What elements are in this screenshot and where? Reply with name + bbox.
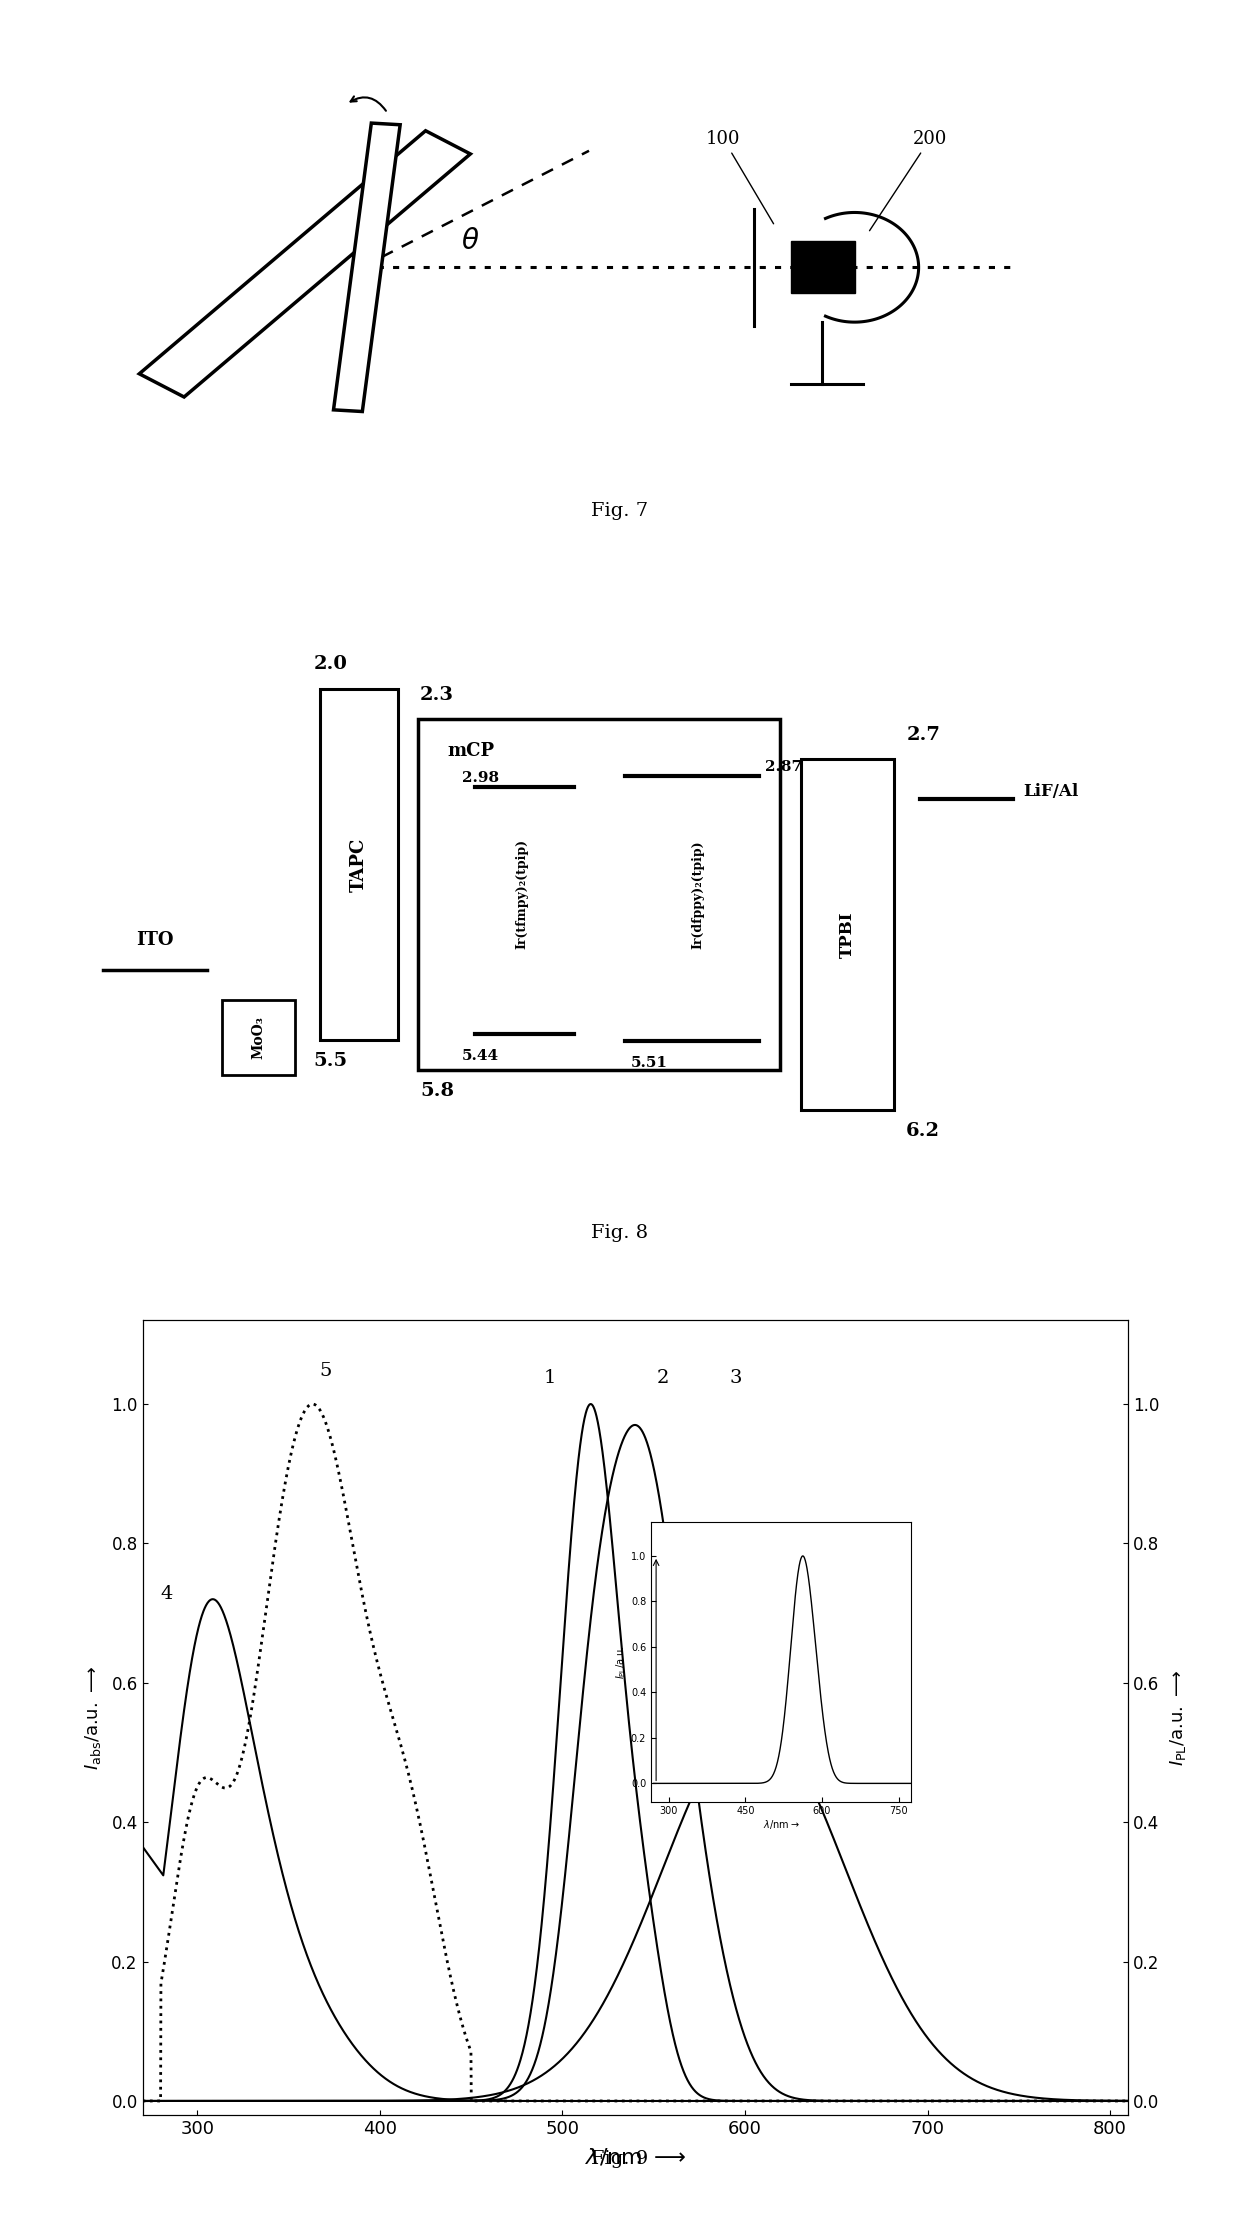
Text: 200: 200: [869, 130, 947, 231]
Bar: [801, 759, 894, 1110]
Bar: [222, 1000, 295, 1074]
Text: $\theta$: $\theta$: [461, 228, 480, 255]
Text: 4: 4: [160, 1585, 172, 1602]
Text: 5.51: 5.51: [630, 1056, 667, 1070]
X-axis label: $\lambda$/nm$\rightarrow$: $\lambda$/nm$\rightarrow$: [763, 1817, 800, 1831]
Bar: [320, 689, 398, 1041]
Text: 5.44: 5.44: [461, 1050, 498, 1063]
Text: 5.8: 5.8: [420, 1083, 454, 1101]
Text: 5.5: 5.5: [314, 1052, 347, 1070]
Text: 2.0: 2.0: [314, 656, 347, 674]
Bar: [418, 718, 780, 1070]
Text: Fig. 9: Fig. 9: [591, 2151, 649, 2169]
Text: TAPC: TAPC: [350, 837, 368, 891]
Text: MoO₃: MoO₃: [252, 1016, 265, 1059]
Polygon shape: [334, 123, 401, 412]
Text: 6.2: 6.2: [906, 1123, 940, 1141]
Text: mCP: mCP: [448, 743, 495, 761]
Bar: [791, 242, 854, 293]
Text: Fig. 7: Fig. 7: [591, 501, 649, 519]
Text: 2.87: 2.87: [765, 759, 802, 774]
Text: Ir(dfppy)₂(tpip): Ir(dfppy)₂(tpip): [691, 839, 704, 949]
Text: 3: 3: [729, 1370, 743, 1388]
Y-axis label: $I_{\rm PL}$/a.u.: $I_{\rm PL}$/a.u.: [614, 1645, 627, 1678]
Text: TPBI: TPBI: [838, 911, 856, 958]
Text: Ir(tfmpy)₂(tpip): Ir(tfmpy)₂(tpip): [516, 839, 528, 949]
Text: 2.3: 2.3: [420, 685, 454, 703]
Text: Fig. 8: Fig. 8: [591, 1224, 649, 1242]
Text: LiF/Al: LiF/Al: [1023, 783, 1079, 799]
Text: 2.98: 2.98: [461, 770, 498, 786]
Y-axis label: $I_{\rm abs}$/a.u. $\longrightarrow$: $I_{\rm abs}$/a.u. $\longrightarrow$: [83, 1665, 103, 1770]
Polygon shape: [139, 130, 470, 396]
Text: 5: 5: [319, 1363, 331, 1381]
Text: 2.7: 2.7: [906, 725, 940, 743]
Text: ITO: ITO: [136, 931, 174, 949]
X-axis label: $\lambda$/nm $\longrightarrow$: $\lambda$/nm $\longrightarrow$: [585, 2146, 686, 2166]
Text: 2: 2: [657, 1370, 670, 1388]
Text: 100: 100: [706, 130, 774, 224]
Y-axis label: $I_{\rm PL}$/a.u. $\longrightarrow$: $I_{\rm PL}$/a.u. $\longrightarrow$: [1168, 1670, 1188, 1766]
Text: 1: 1: [543, 1370, 556, 1388]
